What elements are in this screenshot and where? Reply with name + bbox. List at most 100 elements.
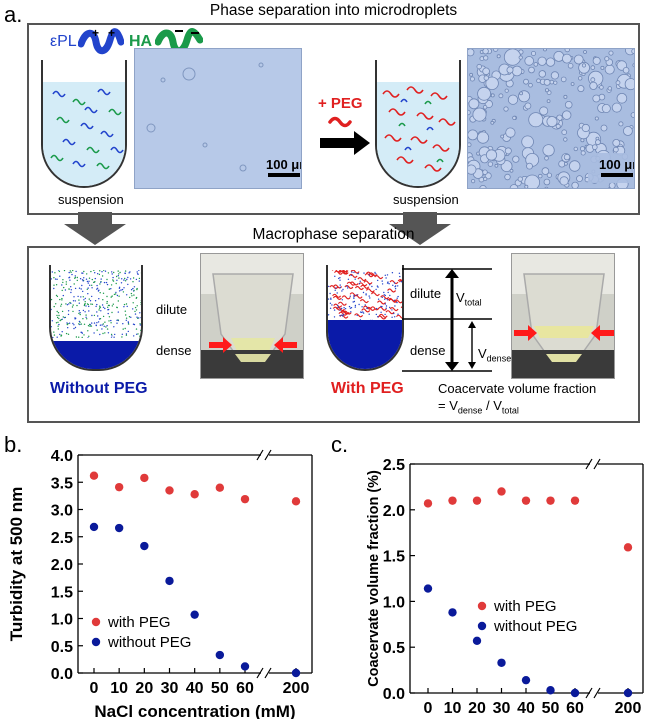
y-tick-label: 1.0 bbox=[51, 612, 73, 629]
x-tick-label: 200 bbox=[283, 680, 310, 697]
y-tick-label: 2.0 bbox=[51, 557, 73, 574]
tube-with-peg bbox=[326, 265, 404, 371]
with-peg-label: With PEG bbox=[331, 380, 404, 397]
ha-label: HA bbox=[129, 33, 153, 50]
legend-marker bbox=[91, 637, 101, 647]
epl-chain-icon: + + bbox=[78, 26, 124, 55]
with-peg-point bbox=[448, 496, 457, 505]
scalebar-right bbox=[601, 173, 633, 177]
x-tick-label: 40 bbox=[517, 700, 535, 717]
x-tick-label: 50 bbox=[542, 700, 560, 717]
without-peg-label: Without PEG bbox=[50, 380, 148, 397]
micrograph-with-peg: 100 μm bbox=[467, 48, 635, 189]
volume-fraction-equation: = Vdense / Vtotal bbox=[438, 398, 519, 416]
with-peg-point bbox=[472, 496, 482, 505]
x-tick-label: 20 bbox=[135, 680, 153, 697]
x-tick-label: 60 bbox=[236, 680, 254, 697]
photo-tube-with-peg bbox=[511, 253, 615, 379]
x-tick-label: 10 bbox=[110, 680, 128, 697]
y-tick-label: 2.5 bbox=[51, 530, 73, 547]
y-axis-label: Coacervate volume fraction (%) bbox=[366, 470, 382, 687]
with-peg-point bbox=[497, 487, 506, 496]
microdroplet-box bbox=[27, 23, 640, 215]
photo-tube-without-peg bbox=[200, 253, 304, 379]
y-tick-label: 3.5 bbox=[51, 475, 73, 492]
x-tick-label: 0 bbox=[424, 700, 433, 717]
with-peg-point bbox=[215, 483, 225, 492]
volume-fraction-caption: Coacervate volume fraction bbox=[438, 381, 597, 396]
without-peg-point bbox=[521, 675, 531, 685]
tube-without-peg bbox=[49, 265, 143, 371]
chart-volume-fraction: 0.00.51.01.52.02.50102030405060200NaCl c… bbox=[366, 457, 644, 717]
suspension-tube-right bbox=[375, 60, 461, 188]
without-peg-point bbox=[570, 688, 580, 698]
macrophase-title: Macrophase separation bbox=[252, 226, 415, 243]
without-peg-point bbox=[291, 668, 301, 678]
with-peg-point bbox=[623, 543, 633, 552]
with-peg-point bbox=[521, 496, 531, 505]
dense-phase-with-peg bbox=[328, 320, 402, 369]
y-tick-label: 1.5 bbox=[383, 549, 405, 566]
legend-marker bbox=[91, 617, 101, 627]
x-axis-label: NaCl concentration (mM) bbox=[94, 702, 295, 719]
with-peg-point bbox=[240, 494, 250, 504]
chart-turbidity: 0.0 0.5 1.0 1.5 2.0 2.5 3.0 3.5 4.0 0 10 20 30 40 50 60… bbox=[7, 448, 313, 719]
dilute-label-right: dilute bbox=[410, 286, 442, 301]
legend-label: without PEG bbox=[107, 634, 191, 651]
without-peg-point bbox=[448, 608, 457, 617]
legend-marker bbox=[477, 621, 487, 631]
polymer-mixture-icon bbox=[50, 88, 124, 170]
legend-marker bbox=[477, 601, 487, 611]
suspension-tube-left bbox=[41, 60, 127, 188]
scalebar-label-left: 100 μm bbox=[266, 157, 301, 172]
y-tick-label: 0.5 bbox=[383, 640, 405, 657]
micrograph-without-peg: 100 μm bbox=[134, 48, 302, 189]
legend-label: with PEG bbox=[493, 598, 557, 615]
x-tick-label: 30 bbox=[161, 680, 179, 697]
dense-label-right: dense bbox=[410, 343, 446, 358]
without-peg-point bbox=[89, 522, 99, 532]
without-peg-point bbox=[497, 658, 506, 667]
y-tick-label: 2.0 bbox=[383, 503, 405, 520]
x-tick-label: 200 bbox=[615, 700, 642, 717]
dilute-label-left: dilute bbox=[156, 302, 188, 317]
x-tick-label: 20 bbox=[468, 700, 486, 717]
without-peg-point bbox=[240, 662, 250, 671]
suspension-label-left: suspension bbox=[58, 192, 124, 207]
x-tick-label: 10 bbox=[444, 700, 462, 717]
svg-text:+: + bbox=[92, 26, 99, 40]
y-tick-label: 1.0 bbox=[383, 594, 405, 611]
with-peg-point bbox=[114, 482, 124, 492]
without-peg-point bbox=[190, 610, 199, 619]
v-dense-label: Vdense bbox=[478, 346, 512, 364]
dense-label-left: dense bbox=[156, 343, 192, 358]
without-peg-point bbox=[472, 636, 482, 645]
legend-label: with PEG bbox=[107, 614, 171, 631]
macrophase-box bbox=[27, 246, 640, 423]
epl-label: εPL bbox=[50, 33, 77, 50]
y-tick-label: 0.5 bbox=[51, 639, 73, 656]
down-arrow-right-icon bbox=[389, 212, 451, 245]
scalebar-left bbox=[268, 173, 300, 177]
with-peg-point bbox=[190, 490, 199, 499]
without-peg-point bbox=[114, 523, 124, 533]
panel-label-a: a. bbox=[4, 2, 23, 27]
with-peg-point bbox=[89, 471, 99, 480]
with-peg-point bbox=[423, 499, 433, 508]
polymer-peg-mixture-icon bbox=[382, 86, 456, 172]
x-tick-label: 0 bbox=[90, 680, 99, 697]
x-tick-label: 50 bbox=[211, 680, 229, 697]
panel-label-b: b. bbox=[4, 432, 23, 457]
v-total-label: Vtotal bbox=[456, 290, 482, 308]
y-tick-label: 4.0 bbox=[51, 448, 73, 465]
plus-peg-label: + PEG bbox=[318, 95, 363, 112]
without-peg-point bbox=[623, 688, 633, 698]
volume-brackets bbox=[402, 268, 492, 372]
microdroplet-title: Phase separation into microdroplets bbox=[209, 2, 458, 19]
legend-label: without PEG bbox=[493, 618, 577, 635]
without-peg-point bbox=[215, 650, 225, 660]
y-tick-label: 0.0 bbox=[51, 666, 73, 683]
peg-arrow-icon bbox=[320, 116, 370, 155]
x-tick-label: 40 bbox=[186, 680, 204, 697]
y-axis-label: Turbidity at 500 nm bbox=[7, 487, 26, 642]
